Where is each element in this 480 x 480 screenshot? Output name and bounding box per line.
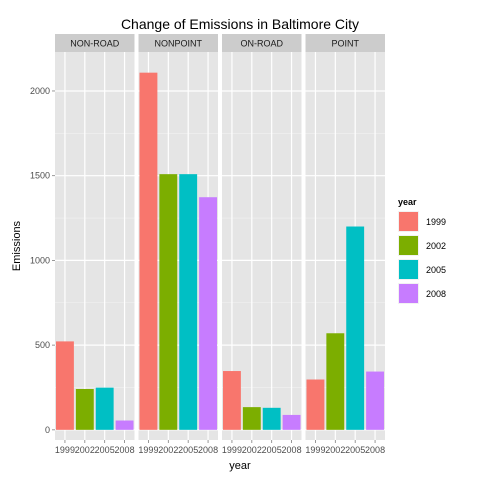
x-tick-label: 1999 [138, 445, 158, 455]
x-tick-label: 2008 [282, 445, 302, 455]
bar-2008 [115, 420, 134, 430]
facet-on-road: ON-ROAD 1999 2002 2005 2008 [222, 34, 302, 455]
bar-2002 [75, 389, 94, 430]
x-tick-label: 2005 [95, 445, 115, 455]
facet-strip-label: ON-ROAD [241, 39, 284, 49]
legend: year 1999 2002 2005 2008 [398, 197, 446, 304]
y-axis-title: Emissions [11, 220, 23, 271]
bar-1999 [306, 379, 325, 430]
x-tick-label: 2002 [242, 445, 262, 455]
legend-label: 2008 [426, 289, 446, 299]
legend-swatch-2002 [399, 236, 418, 255]
x-tick-label: 2008 [198, 445, 218, 455]
legend-swatch-2005 [399, 260, 418, 279]
bar-2008 [366, 371, 385, 430]
bar-2005 [179, 174, 198, 430]
x-tick-label: 2008 [115, 445, 135, 455]
bar-2008 [282, 414, 301, 430]
y-tick-label: 500 [35, 340, 50, 350]
y-tick-label: 1500 [30, 171, 50, 181]
facet-strip [305, 34, 385, 52]
x-tick-label: 2005 [345, 445, 365, 455]
facet-strip [138, 34, 218, 52]
facet-strip [55, 34, 135, 52]
bar-2005 [346, 226, 365, 430]
x-tick-label: 2008 [365, 445, 385, 455]
bar-2005 [262, 407, 281, 430]
bar-2002 [242, 407, 261, 430]
facet-point: POINT 1999 2002 2005 2008 [305, 34, 385, 455]
y-tick-label: 1000 [30, 255, 50, 265]
facet-non-road: NON-ROAD 1999 2002 2005 2008 [55, 34, 135, 455]
legend-swatch-1999 [399, 212, 418, 231]
bar-1999 [55, 341, 74, 430]
facet-strip-label: POINT [331, 39, 359, 49]
chart-title: Change of Emissions in Baltimore City [121, 16, 359, 32]
x-tick-label: 2005 [178, 445, 198, 455]
bar-2005 [95, 387, 114, 430]
x-tick-label: 2002 [75, 445, 95, 455]
legend-title: year [398, 197, 417, 207]
facet-nonpoint: NONPOINT 1999 2002 2005 2008 [138, 34, 218, 455]
facet-strip-label: NON-ROAD [70, 39, 119, 49]
y-axis: 0 500 1000 1500 2000 [30, 86, 55, 435]
x-tick-label: 1999 [55, 445, 75, 455]
legend-label: 2002 [426, 241, 446, 251]
x-tick-label: 2002 [158, 445, 178, 455]
x-axis-title: year [229, 460, 251, 472]
bar-1999 [139, 72, 158, 430]
y-tick-label: 2000 [30, 86, 50, 96]
bar-2008 [199, 197, 218, 430]
y-tick-label: 0 [45, 425, 50, 435]
x-tick-label: 2005 [262, 445, 282, 455]
x-tick-label: 1999 [222, 445, 242, 455]
bar-1999 [222, 371, 241, 430]
facet-strip-label: NONPOINT [154, 39, 202, 49]
facet-strip [222, 34, 302, 52]
legend-label: 1999 [426, 217, 446, 227]
bar-2002 [159, 174, 178, 430]
legend-swatch-2008 [399, 284, 418, 303]
legend-label: 2005 [426, 265, 446, 275]
bar-2002 [326, 333, 345, 430]
x-tick-label: 2002 [325, 445, 345, 455]
x-tick-label: 1999 [305, 445, 325, 455]
